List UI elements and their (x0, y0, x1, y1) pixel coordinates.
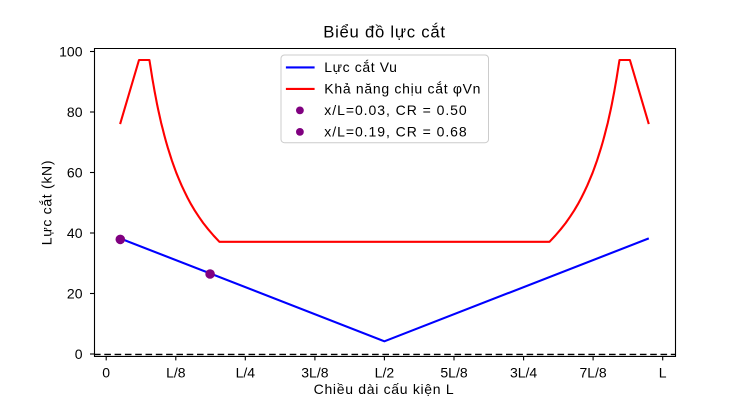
svg-text:20: 20 (67, 286, 83, 302)
svg-text:x/L=0.19, CR = 0.68: x/L=0.19, CR = 0.68 (324, 123, 467, 139)
svg-text:3L/4: 3L/4 (510, 365, 537, 381)
svg-text:7L/8: 7L/8 (579, 365, 606, 381)
svg-text:Biểu đồ lực cắt: Biểu đồ lực cắt (323, 23, 446, 42)
svg-text:L/2: L/2 (375, 365, 395, 381)
svg-text:80: 80 (67, 104, 83, 120)
svg-text:L/4: L/4 (236, 365, 256, 381)
svg-text:3L/8: 3L/8 (301, 365, 328, 381)
svg-text:40: 40 (67, 225, 83, 241)
svg-text:Khả năng chịu cắt φVn: Khả năng chịu cắt φVn (324, 80, 481, 96)
svg-text:Lực cắt (kN): Lực cắt (kN) (39, 160, 55, 245)
svg-text:Lực cắt Vu: Lực cắt Vu (324, 59, 397, 75)
svg-text:Chiều dài cấu kiện L: Chiều dài cấu kiện L (314, 381, 455, 397)
svg-text:0: 0 (102, 365, 110, 381)
svg-text:60: 60 (67, 165, 83, 181)
svg-text:0: 0 (75, 346, 83, 362)
svg-text:x/L=0.03, CR = 0.50: x/L=0.03, CR = 0.50 (324, 102, 467, 118)
svg-text:100: 100 (59, 44, 83, 60)
svg-text:L/8: L/8 (166, 365, 186, 381)
svg-text:L: L (659, 365, 667, 381)
svg-text:5L/8: 5L/8 (440, 365, 467, 381)
